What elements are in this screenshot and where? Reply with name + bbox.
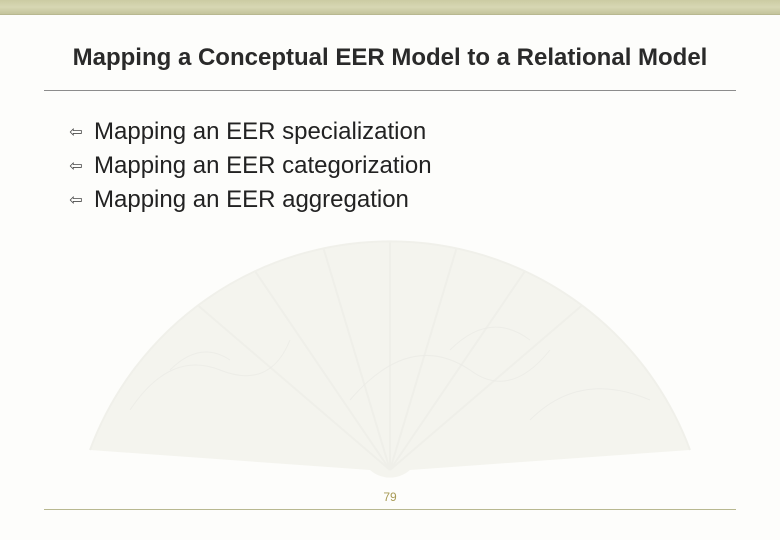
list-item-text: Mapping an EER specialization (94, 118, 426, 146)
bullet-arrow-icon: ⇦ (64, 156, 88, 176)
list-item-text: Mapping an EER categorization (94, 152, 432, 180)
list-item: ⇦ Mapping an EER aggregation (64, 186, 730, 214)
bullet-arrow-icon: ⇦ (64, 190, 88, 210)
list-item: ⇦ Mapping an EER specialization (64, 118, 730, 146)
bullet-list: ⇦ Mapping an EER specialization ⇦ Mappin… (64, 118, 730, 220)
title-underline (44, 90, 736, 91)
list-item-text: Mapping an EER aggregation (94, 186, 409, 214)
slide-title: Mapping a Conceptual EER Model to a Rela… (50, 44, 730, 72)
page-number: 79 (0, 490, 780, 504)
list-item: ⇦ Mapping an EER categorization (64, 152, 730, 180)
slide: Mapping a Conceptual EER Model to a Rela… (0, 0, 780, 540)
top-accent-bar (0, 0, 780, 15)
bullet-arrow-icon: ⇦ (64, 122, 88, 142)
footer-rule (44, 509, 736, 510)
